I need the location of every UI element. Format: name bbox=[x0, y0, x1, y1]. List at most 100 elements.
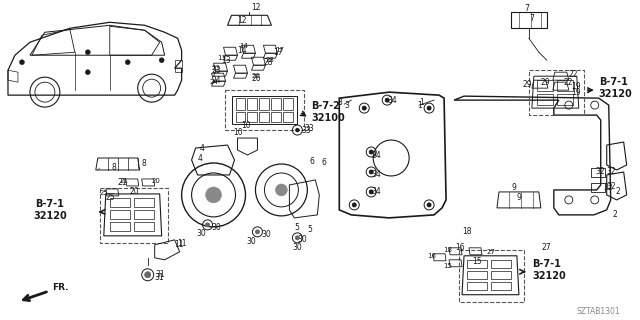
Text: 10: 10 bbox=[241, 121, 251, 130]
Text: 24: 24 bbox=[209, 79, 218, 85]
Text: 13: 13 bbox=[218, 55, 227, 61]
Circle shape bbox=[385, 98, 389, 102]
Text: 2: 2 bbox=[612, 210, 617, 220]
Text: 8: 8 bbox=[141, 159, 147, 169]
Text: 24: 24 bbox=[212, 76, 221, 85]
Text: 15: 15 bbox=[472, 257, 482, 266]
Text: FR.: FR. bbox=[24, 283, 68, 300]
Circle shape bbox=[85, 70, 90, 75]
Text: 26: 26 bbox=[252, 73, 260, 79]
Text: 7: 7 bbox=[529, 14, 534, 23]
Text: 2: 2 bbox=[616, 188, 620, 196]
Text: 34: 34 bbox=[371, 150, 381, 159]
Text: 25: 25 bbox=[106, 193, 115, 203]
Text: 33: 33 bbox=[301, 125, 311, 135]
Text: 23: 23 bbox=[212, 65, 220, 71]
Text: 20: 20 bbox=[152, 178, 161, 184]
Text: 25: 25 bbox=[100, 190, 109, 196]
Text: 22: 22 bbox=[564, 78, 573, 87]
Text: 18: 18 bbox=[443, 247, 452, 253]
Bar bbox=[529, 70, 584, 115]
Circle shape bbox=[255, 230, 259, 234]
Bar bbox=[100, 188, 168, 243]
Text: 15: 15 bbox=[443, 263, 452, 269]
Text: 13: 13 bbox=[221, 56, 231, 65]
Text: 3: 3 bbox=[344, 100, 349, 110]
Circle shape bbox=[427, 106, 431, 110]
Text: 32: 32 bbox=[607, 167, 616, 176]
Text: SZTAB1301: SZTAB1301 bbox=[577, 307, 621, 316]
Text: 26: 26 bbox=[252, 74, 261, 83]
Text: 32: 32 bbox=[607, 182, 616, 191]
Text: B-7-1
32120: B-7-1 32120 bbox=[532, 259, 566, 281]
Text: 7: 7 bbox=[524, 4, 529, 13]
Circle shape bbox=[275, 184, 287, 196]
Text: 9: 9 bbox=[511, 183, 516, 192]
Text: 11: 11 bbox=[178, 239, 187, 248]
Circle shape bbox=[159, 58, 164, 63]
Text: 30: 30 bbox=[246, 237, 257, 246]
Text: 12: 12 bbox=[237, 16, 247, 25]
Text: 1: 1 bbox=[417, 100, 422, 110]
Circle shape bbox=[369, 150, 373, 154]
Text: 27: 27 bbox=[542, 243, 552, 252]
Text: 5: 5 bbox=[294, 223, 300, 232]
Text: 17: 17 bbox=[275, 47, 284, 53]
Bar bbox=[225, 90, 305, 130]
Text: B-7-1
32120: B-7-1 32120 bbox=[599, 77, 632, 99]
Text: 11: 11 bbox=[175, 240, 184, 249]
Circle shape bbox=[352, 203, 356, 207]
Text: 16: 16 bbox=[427, 253, 436, 259]
Text: 33: 33 bbox=[305, 124, 314, 132]
Text: 32: 32 bbox=[596, 167, 605, 176]
Text: 30: 30 bbox=[196, 229, 207, 238]
Text: 17: 17 bbox=[273, 48, 283, 57]
Text: 16: 16 bbox=[455, 243, 465, 252]
Text: 4: 4 bbox=[200, 144, 204, 153]
Text: 10: 10 bbox=[234, 128, 243, 137]
Circle shape bbox=[125, 60, 130, 65]
Text: 14: 14 bbox=[239, 43, 248, 49]
Text: 1: 1 bbox=[419, 98, 424, 107]
Bar bbox=[459, 250, 524, 302]
Text: B-7-2
32100: B-7-2 32100 bbox=[311, 101, 345, 123]
Circle shape bbox=[19, 60, 24, 65]
Text: 31: 31 bbox=[156, 270, 165, 279]
Text: 9: 9 bbox=[517, 193, 522, 203]
Text: 30: 30 bbox=[212, 223, 221, 232]
Text: 3: 3 bbox=[337, 98, 342, 107]
Text: 30: 30 bbox=[292, 243, 302, 252]
Text: 27: 27 bbox=[487, 249, 496, 255]
Circle shape bbox=[205, 187, 221, 203]
Circle shape bbox=[369, 190, 373, 194]
Text: 12: 12 bbox=[252, 3, 261, 12]
Text: 29: 29 bbox=[541, 78, 550, 87]
Text: 32: 32 bbox=[604, 183, 613, 192]
Text: 30: 30 bbox=[298, 235, 307, 244]
Text: 14: 14 bbox=[237, 46, 247, 55]
Text: 31: 31 bbox=[155, 273, 164, 282]
Circle shape bbox=[205, 223, 209, 227]
Text: 28: 28 bbox=[266, 57, 275, 63]
Circle shape bbox=[296, 236, 300, 240]
Text: 8: 8 bbox=[112, 164, 116, 172]
Text: 21: 21 bbox=[118, 179, 127, 188]
Circle shape bbox=[296, 128, 300, 132]
Text: 30: 30 bbox=[262, 230, 271, 239]
Text: 6: 6 bbox=[321, 158, 326, 167]
Text: 23: 23 bbox=[212, 66, 221, 75]
Circle shape bbox=[362, 106, 366, 110]
Text: 34: 34 bbox=[371, 188, 381, 196]
Text: 20: 20 bbox=[130, 188, 140, 196]
Text: 5: 5 bbox=[307, 225, 312, 234]
Circle shape bbox=[145, 272, 150, 278]
Text: 34: 34 bbox=[371, 171, 381, 180]
Text: 34: 34 bbox=[387, 96, 397, 105]
Text: B-7-1
32120: B-7-1 32120 bbox=[33, 199, 67, 221]
Text: 22: 22 bbox=[569, 70, 579, 79]
Circle shape bbox=[427, 203, 431, 207]
Text: 19: 19 bbox=[571, 82, 580, 91]
Circle shape bbox=[85, 50, 90, 55]
Text: 28: 28 bbox=[264, 58, 273, 67]
Text: 29: 29 bbox=[523, 80, 532, 89]
